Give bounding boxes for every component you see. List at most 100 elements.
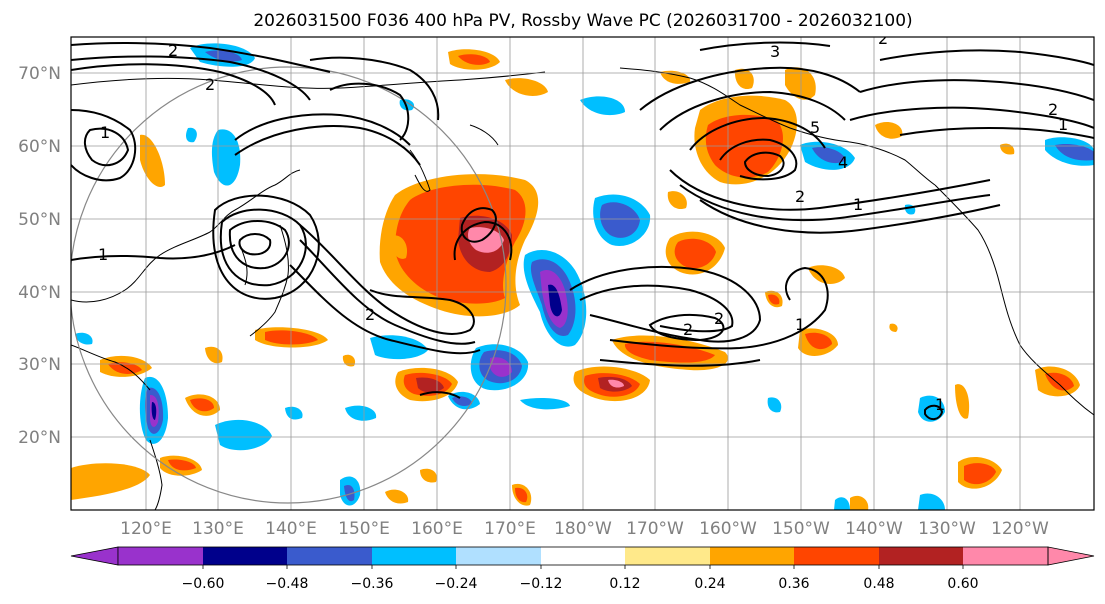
shade-positive bbox=[808, 265, 845, 284]
colorbar-tick-label: −0.12 bbox=[520, 576, 563, 592]
contour-label: 2 bbox=[878, 29, 888, 48]
shade-positive bbox=[964, 463, 996, 485]
shade-negative bbox=[215, 419, 272, 451]
pv-contour bbox=[699, 41, 831, 51]
shade-negative bbox=[151, 402, 157, 420]
contour-label: 2 bbox=[205, 75, 215, 94]
pv-contour bbox=[579, 284, 734, 333]
lon-label: 180°W bbox=[554, 519, 612, 539]
pv-contour bbox=[648, 313, 725, 342]
contour-label: 2 bbox=[714, 309, 724, 328]
lon-label: 160°E bbox=[411, 519, 463, 539]
pv-contour bbox=[689, 116, 826, 151]
shade-positive bbox=[458, 54, 490, 65]
colorbar-segment bbox=[203, 547, 287, 565]
contour-label: 2 bbox=[365, 305, 375, 324]
shade-positive bbox=[108, 362, 142, 374]
shade-negative bbox=[452, 396, 472, 406]
shade-positive bbox=[624, 341, 715, 363]
pv-contour bbox=[71, 55, 311, 101]
pv-contour bbox=[699, 199, 1001, 234]
latitude-labels: 20°N 30°N 40°N 50°N 60°N 70°N bbox=[18, 64, 61, 448]
lat-label: 40°N bbox=[18, 283, 61, 303]
colorbar-tick-label: −0.60 bbox=[182, 576, 225, 592]
shade-negative bbox=[370, 335, 428, 360]
shade-positive bbox=[390, 235, 408, 259]
reference-circle bbox=[71, 66, 507, 504]
pv-contour bbox=[669, 169, 991, 211]
shade-negative bbox=[205, 50, 242, 62]
shade-positive bbox=[385, 489, 409, 504]
colorbar-segment bbox=[456, 547, 541, 565]
lat-label: 70°N bbox=[18, 64, 61, 84]
contour-label: 4 bbox=[838, 153, 848, 172]
colorbar-segment bbox=[794, 547, 879, 565]
lon-label: 150°E bbox=[338, 519, 390, 539]
shade-positive bbox=[768, 294, 780, 305]
shade-positive bbox=[805, 332, 832, 350]
contour-label: 1 bbox=[98, 245, 108, 264]
shade-negative bbox=[1055, 143, 1094, 161]
shade-positive bbox=[785, 67, 816, 100]
colorbar-segment bbox=[372, 547, 456, 565]
shade-positive bbox=[850, 495, 869, 510]
lon-label: 150°W bbox=[772, 519, 830, 539]
shade-negative bbox=[600, 202, 640, 238]
pv-contour bbox=[309, 56, 440, 121]
pv-contour bbox=[419, 391, 944, 420]
pv-contour bbox=[234, 125, 421, 166]
shade-negative bbox=[580, 96, 625, 116]
contour-label: 2 bbox=[168, 41, 178, 60]
pv-contour bbox=[453, 220, 513, 261]
contour-label: 2 bbox=[683, 320, 693, 339]
pv-contour bbox=[609, 266, 829, 350]
shade-positive bbox=[190, 398, 214, 412]
coastline-philippines bbox=[149, 439, 163, 510]
shade-negative bbox=[186, 127, 197, 143]
contour-label: 2 bbox=[1048, 100, 1058, 119]
contour-label: 1 bbox=[853, 195, 863, 214]
shade-positive bbox=[955, 384, 970, 419]
pv-contour bbox=[743, 151, 785, 178]
shade-positive bbox=[515, 487, 528, 503]
colorbar-segment bbox=[287, 547, 372, 565]
pv-contour bbox=[859, 79, 1094, 101]
colorbar-tick-label: 0.60 bbox=[947, 576, 978, 592]
shade-positive bbox=[667, 191, 687, 210]
contour-label: 1 bbox=[935, 395, 945, 414]
lat-label: 30°N bbox=[18, 355, 61, 375]
pv-contour bbox=[71, 63, 276, 106]
shade-negative bbox=[344, 484, 355, 502]
colorbar-tick-label: −0.48 bbox=[266, 576, 309, 592]
shade-positive bbox=[265, 330, 318, 345]
lon-label: 160°W bbox=[699, 519, 757, 539]
pv-contour bbox=[228, 220, 290, 270]
shade-negative bbox=[918, 493, 945, 510]
lon-label: 120°E bbox=[120, 519, 172, 539]
pv-contour bbox=[238, 233, 272, 256]
colorbar-tick-label: 0.36 bbox=[778, 576, 809, 592]
shade-positive bbox=[420, 468, 437, 483]
colorbar-segment bbox=[963, 547, 1048, 565]
lon-label: 140°E bbox=[265, 519, 317, 539]
lon-label: 130°E bbox=[192, 519, 244, 539]
shade-negative bbox=[834, 497, 850, 510]
coastlines bbox=[71, 67, 1094, 510]
colorbar-segment bbox=[541, 547, 625, 565]
colorbar-extend-high bbox=[1047, 546, 1095, 566]
pv-contour bbox=[639, 66, 861, 111]
contour-labels: 1 1 2 2 2 2 2 1 3 5 4 2 1 2 2 1 1 bbox=[98, 29, 1068, 414]
colorbar-ticks bbox=[202, 565, 964, 569]
contour-label: 3 bbox=[770, 42, 780, 61]
shade-positive bbox=[608, 379, 624, 388]
pv-contour bbox=[899, 126, 1094, 139]
longitude-labels: 120°E 130°E 140°E 150°E 160°E 170°E 180°… bbox=[120, 519, 1049, 539]
shade-negative bbox=[285, 406, 303, 420]
shade-negative bbox=[211, 129, 241, 186]
lon-label: 140°W bbox=[845, 519, 903, 539]
shade-positive bbox=[342, 354, 356, 367]
pv-contour bbox=[212, 194, 320, 300]
colorbar-segment bbox=[879, 547, 963, 565]
shade-positive bbox=[734, 68, 754, 90]
pv-contour bbox=[219, 208, 307, 287]
